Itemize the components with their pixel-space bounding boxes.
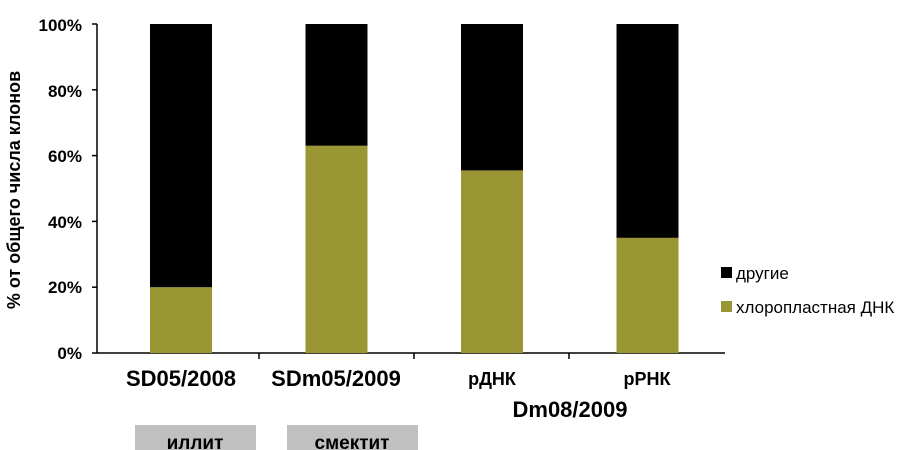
group-label-smectite: смектит [315, 433, 390, 450]
bar-segment-others-3 [461, 24, 523, 171]
legend: другие хлоропластная ДНК [721, 264, 894, 317]
y-tick-group: 0% 20% 40% 60% 80% 100% [39, 16, 82, 363]
legend-swatch-chloroplast [721, 301, 732, 312]
bars-group [150, 24, 679, 353]
y-tick-label: 100% [39, 16, 82, 35]
y-tick-label: 80% [48, 82, 82, 101]
y-tick-label: 0% [57, 344, 82, 363]
x-tick-label: SDm05/2009 [271, 366, 401, 391]
legend-label-others: другие [736, 264, 789, 283]
group-box-smectite [287, 425, 418, 450]
bar-segment-chloroplast-2 [305, 145, 368, 353]
x-tickmark-group [258, 353, 570, 359]
y-tick-label: 20% [48, 278, 82, 297]
y-tickmark-group [92, 23, 97, 354]
x-tick-label: SD05/2008 [126, 366, 236, 391]
group-box-illite [135, 425, 256, 450]
bar-segment-others-2 [305, 24, 368, 146]
bar-segment-others-4 [616, 24, 679, 238]
bar-segment-chloroplast-4 [616, 237, 679, 353]
x-tick-label: рДНК [468, 369, 517, 389]
y-tick-label: 40% [48, 213, 82, 232]
legend-swatch-others [721, 267, 732, 278]
y-tick-label: 60% [48, 147, 82, 166]
bar-segment-chloroplast-1 [150, 287, 212, 353]
group-label-illite: иллит [167, 433, 224, 450]
x-group-label: Dm08/2009 [513, 397, 628, 422]
bar-segment-chloroplast-3 [461, 170, 523, 353]
y-axis-label: % от общего числа клонов [4, 71, 24, 309]
legend-label-chloroplast: хлоропластная ДНК [736, 298, 894, 317]
bar-segment-others-1 [150, 24, 212, 288]
x-tick-label: рРНК [624, 369, 672, 389]
